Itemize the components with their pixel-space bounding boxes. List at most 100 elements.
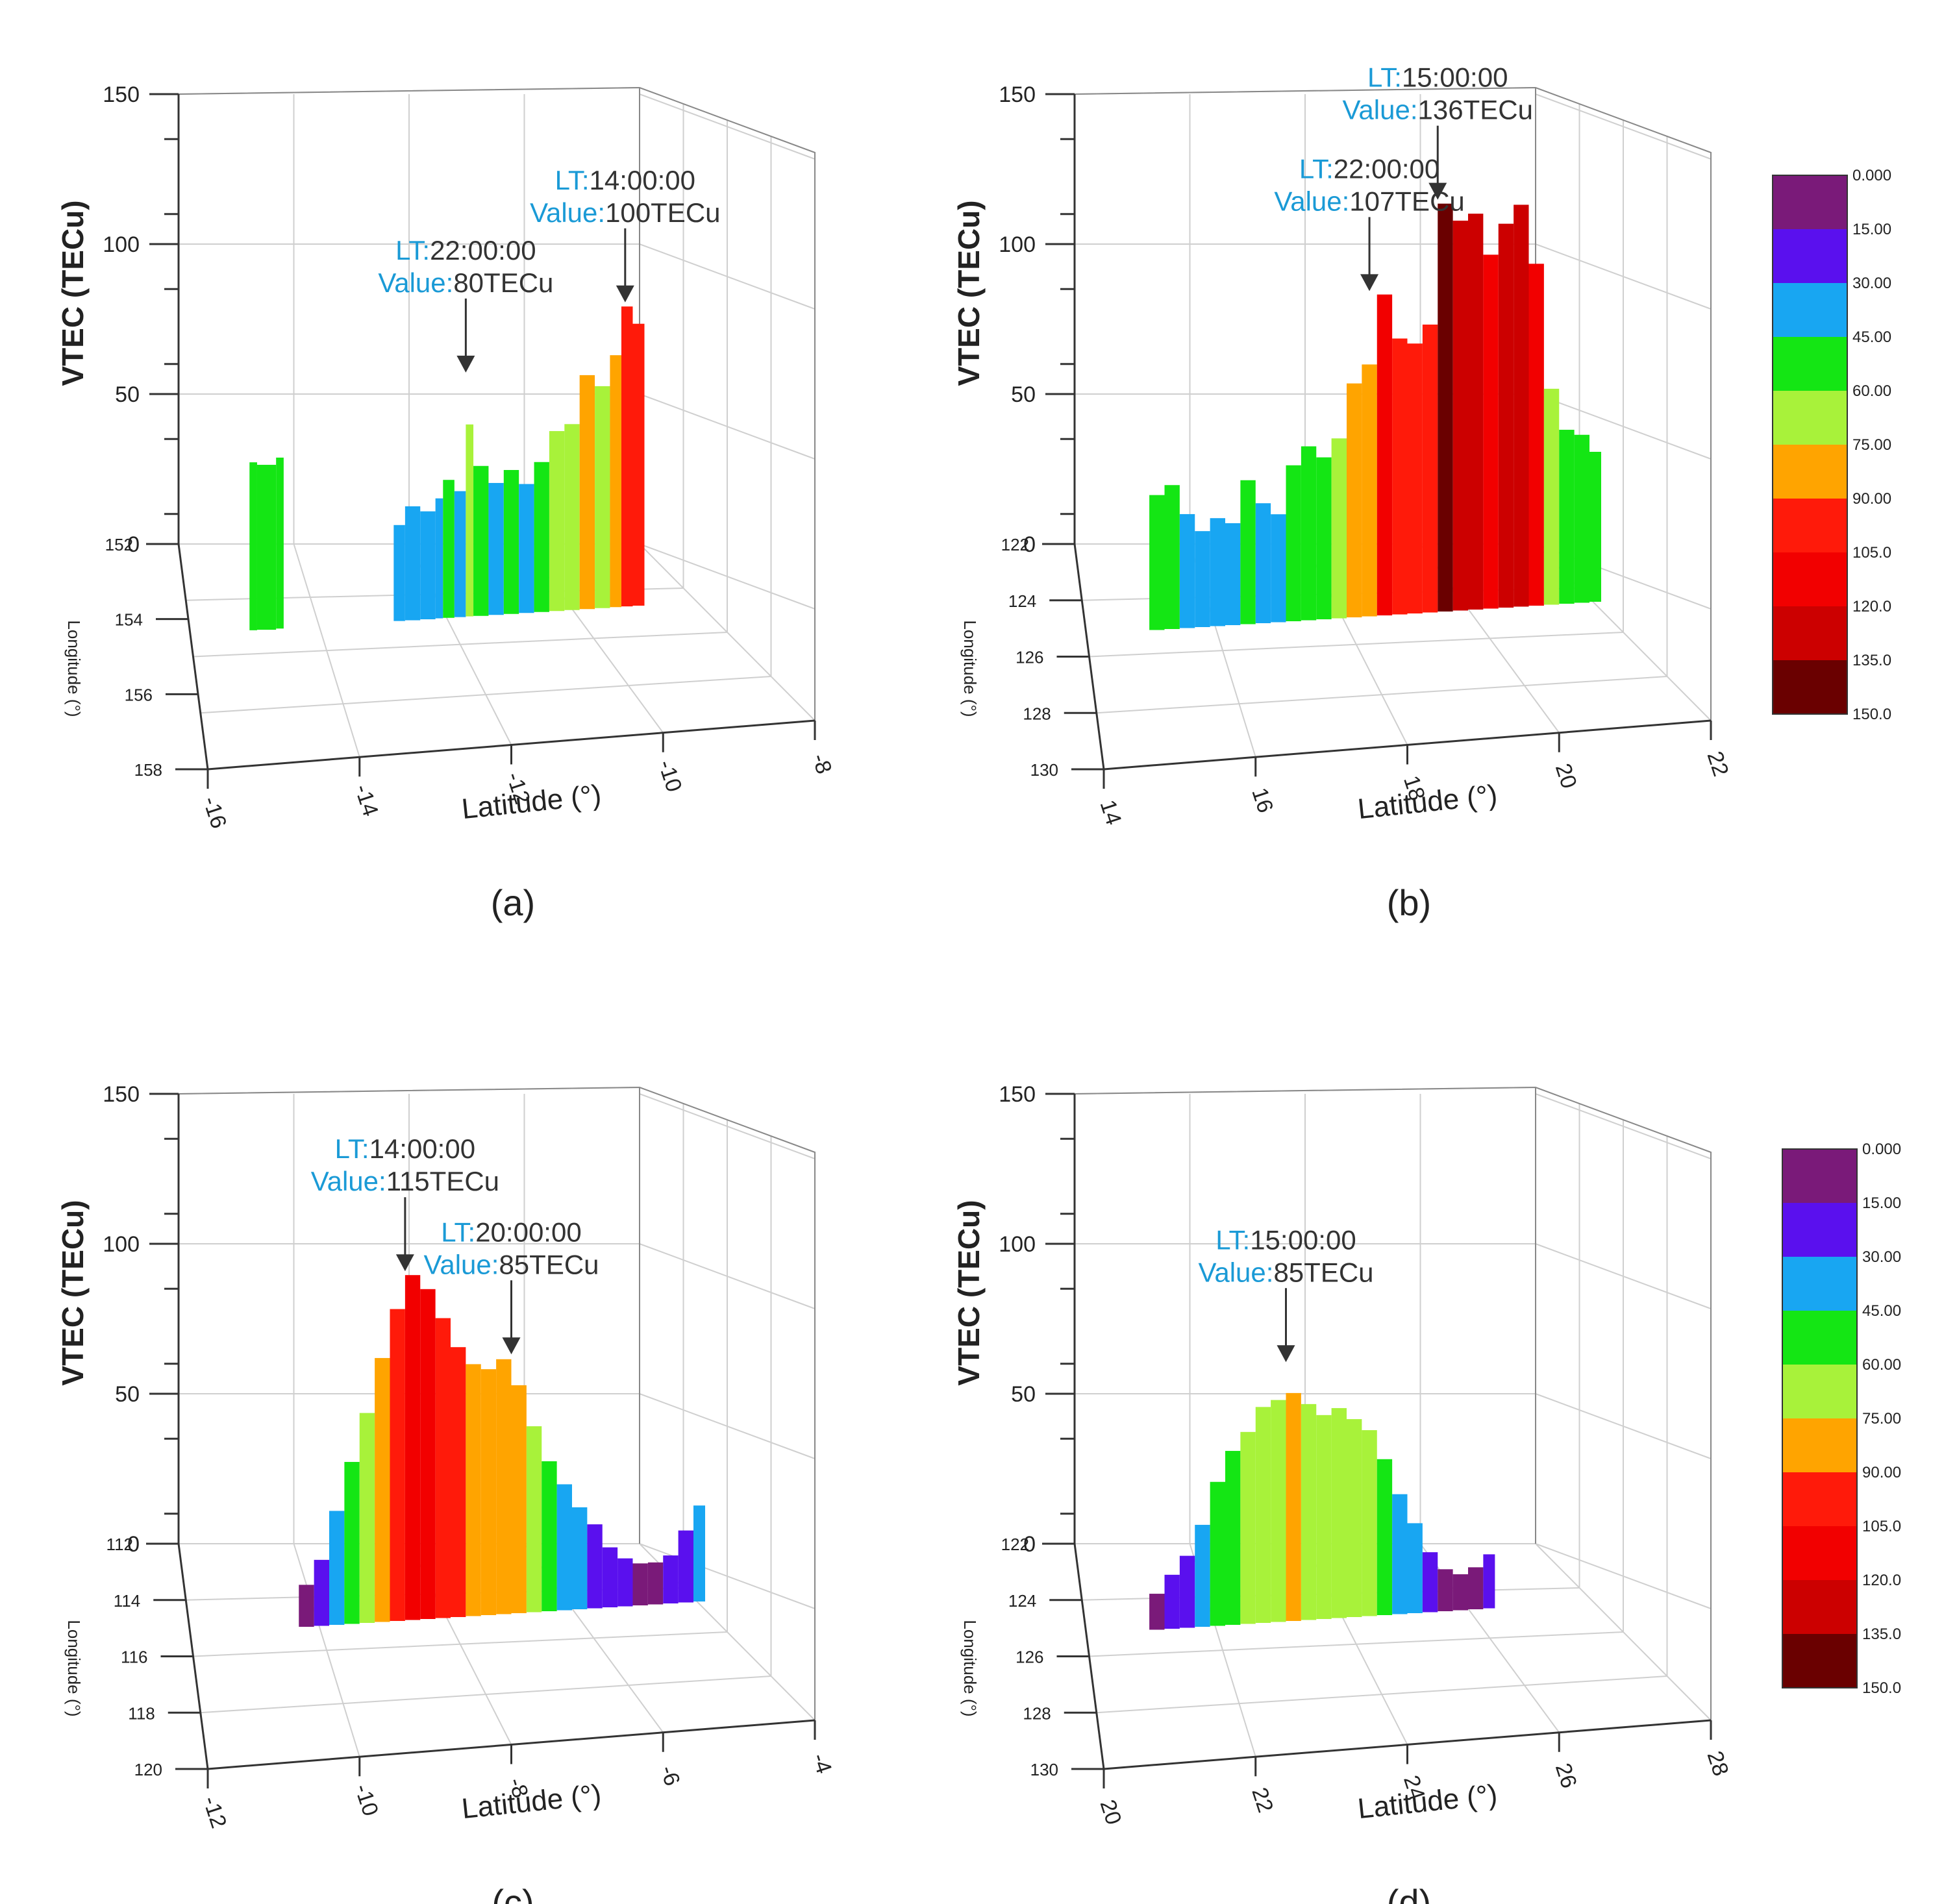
panel-caption: (b) xyxy=(1387,882,1431,923)
vtec-bar xyxy=(1528,264,1544,606)
lon-tick-label: 116 xyxy=(121,1648,147,1667)
vtec-bar xyxy=(1514,204,1529,607)
y-tick-label: 150 xyxy=(999,1082,1036,1107)
vtec-bar xyxy=(1559,430,1575,604)
y-tick-label: 50 xyxy=(1011,382,1036,407)
annotation-value-value: 85TECu xyxy=(499,1249,599,1280)
lat-tick-label: -12 xyxy=(198,1793,231,1831)
vtec-bar xyxy=(1392,338,1408,615)
grid-line xyxy=(639,543,816,610)
colorbar-segment xyxy=(1773,499,1847,552)
colorbar-label: 45.00 xyxy=(1852,328,1891,346)
annotation-value-key: Value: xyxy=(423,1249,499,1280)
vtec-bar xyxy=(1164,485,1180,629)
annotation-value-key: Value: xyxy=(530,197,605,228)
annotation-value: Value:107TECu xyxy=(1274,186,1464,216)
lon-tick-label: 128 xyxy=(1023,1703,1051,1723)
lat-tick-label: 22 xyxy=(1702,748,1734,780)
vtec-bar xyxy=(1210,518,1225,626)
annotation-value-value: 107TECu xyxy=(1349,186,1464,216)
vtec-bar xyxy=(621,306,633,607)
grid-line xyxy=(1535,1393,1712,1459)
vtec-bar xyxy=(314,1559,329,1626)
annotation-value: Value:115TECu xyxy=(311,1166,499,1196)
lon-tick-label: 112 xyxy=(106,1535,133,1554)
y-axis-label: VTEC (TECu) xyxy=(952,1200,986,1385)
vtec-bar xyxy=(663,1555,679,1603)
box-frame xyxy=(1074,86,1712,721)
vtec-bar xyxy=(1422,324,1438,613)
annotation-lt-value: 14:00:00 xyxy=(369,1133,476,1164)
vtec-bar xyxy=(1240,480,1256,624)
lon-tick-label: 122 xyxy=(1001,535,1029,554)
annotation-lt: LT:15:00:00 xyxy=(1215,1224,1356,1255)
vtec-bar xyxy=(1210,1481,1225,1626)
vtec-bar xyxy=(299,1585,314,1627)
y-tick-label: 0 xyxy=(1023,1532,1036,1557)
lat-tick-label: -14 xyxy=(350,782,383,819)
y-tick-label: 150 xyxy=(103,1082,140,1107)
vtec-bar xyxy=(390,1309,405,1621)
lon-tick-label: 126 xyxy=(1016,1648,1043,1667)
lat-tick-label: 26 xyxy=(1551,1760,1582,1791)
box-frame xyxy=(178,1086,816,1720)
vtec-bar xyxy=(1483,1554,1495,1609)
colorbar-segment xyxy=(1773,283,1847,337)
y-tick-label: 0 xyxy=(127,532,140,557)
vtec-bar xyxy=(393,525,405,621)
y-tick-label: 100 xyxy=(999,232,1036,257)
vtec-bar xyxy=(473,465,489,616)
y-axis-label: VTEC (TECu) xyxy=(56,1200,90,1385)
vtec-bar xyxy=(632,323,645,606)
vtec-bar xyxy=(1255,503,1271,623)
grid-line xyxy=(1535,1543,1712,1721)
vtec-bar xyxy=(632,1563,648,1605)
y-tick-label: 150 xyxy=(103,82,140,107)
vtec-bar xyxy=(1271,514,1286,623)
panel-caption: (a) xyxy=(491,882,535,923)
vtec-bar xyxy=(1468,1567,1484,1609)
y-axis-label: VTEC (TECu) xyxy=(952,200,986,386)
lon-tick-label: 158 xyxy=(134,760,162,780)
annotation-value-value: 80TECu xyxy=(453,267,553,298)
annotation-lt-key: LT: xyxy=(335,1133,369,1164)
vtec-bar xyxy=(602,1547,618,1607)
grid-line xyxy=(639,1243,816,1309)
vtec-bar xyxy=(1377,1459,1393,1615)
vtec-bar xyxy=(1316,457,1332,619)
y-tick-label: 100 xyxy=(103,1232,140,1257)
colorbar-frame xyxy=(1772,175,1848,715)
vtec-bar xyxy=(572,1507,588,1609)
colorbar-label: 15.00 xyxy=(1852,221,1891,238)
lat-tick-label: 20 xyxy=(1095,1797,1127,1828)
annotation-value-key: Value: xyxy=(1343,95,1418,125)
annotation-value-value: 136TECu xyxy=(1418,95,1533,125)
colorbar-segment xyxy=(1773,175,1847,229)
annotation-lt-value: 20:00:00 xyxy=(475,1217,582,1247)
annotation-lt-value: 15:00:00 xyxy=(1402,62,1508,93)
annotation-value-value: 85TECu xyxy=(1273,1257,1373,1287)
colorbar-segment xyxy=(1773,606,1847,660)
colorbar-label: 75.00 xyxy=(1862,1410,1901,1428)
vtec-bar xyxy=(1347,383,1362,617)
vtec-bar xyxy=(1149,495,1165,630)
lat-tick-label: -10 xyxy=(653,757,686,795)
annotation-lt-key: LT: xyxy=(395,235,430,266)
colorbar-frame xyxy=(1782,1148,1858,1688)
vtec-bar xyxy=(564,424,580,610)
annotation-arrowhead xyxy=(1277,1345,1295,1363)
grid-line xyxy=(639,1393,816,1459)
panel-a: 150 100 50 0 VTEC (TECu) 152 154 156 158 Longitud… xyxy=(56,82,836,923)
vtec-bar xyxy=(1149,1594,1165,1630)
vtec-bar xyxy=(454,491,466,617)
grid-line xyxy=(1535,393,1712,460)
annotation-value-key: Value: xyxy=(1274,186,1349,216)
grid-line xyxy=(1535,1093,1712,1159)
vtec-bar xyxy=(1377,294,1393,615)
vtec-bar xyxy=(435,1318,451,1618)
lon-axis-label: Longitude (°) xyxy=(64,620,84,717)
lat-tick-label: 14 xyxy=(1095,797,1127,828)
grid-line xyxy=(639,93,816,160)
lat-tick-label: 28 xyxy=(1702,1748,1734,1779)
colorbar-top: 0.000 15.00 30.00 45.00 60.00 75.00 90.00 105.0… xyxy=(1772,167,1891,723)
